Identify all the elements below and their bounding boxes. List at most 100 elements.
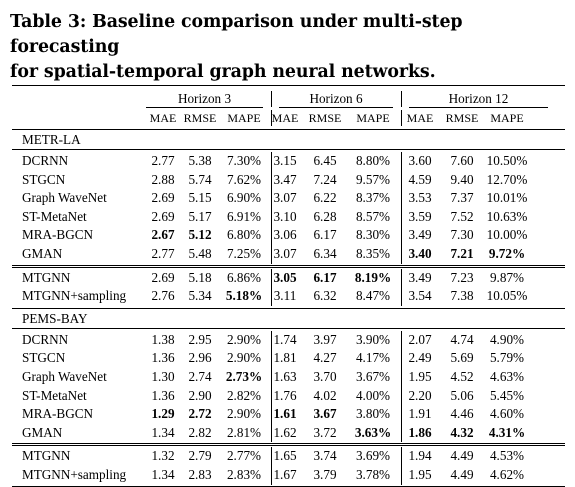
table-row: ST-MetaNet 1.36 2.90 2.82% 1.76 4.02 4.00% 2.20… <box>12 387 565 405</box>
metric-value: 7.24 <box>313 171 337 187</box>
metric-value: 2.90% <box>226 350 262 366</box>
metric-value: 3.54 <box>408 288 432 304</box>
metric-value: 6.28 <box>313 208 337 224</box>
metric-value: 1.30 <box>151 369 175 384</box>
metric-value: 4.62% <box>489 467 525 482</box>
metric-value: 8.80% <box>355 153 391 168</box>
column-separator <box>401 170 402 190</box>
metric-value: 2.76 <box>151 288 175 304</box>
column-separator <box>401 91 402 107</box>
metric-value: 10.05% <box>486 288 528 304</box>
ours-rule <box>12 266 565 268</box>
metric-value: 1.65 <box>273 448 297 464</box>
table-row: MTGNN 1.32 2.79 2.77% 1.65 3.74 3.69% 1.94 4.49 4… <box>12 447 565 465</box>
metric-value: 1.36 <box>151 387 175 403</box>
metric-value: 2.77 <box>151 153 175 168</box>
metric-value: 6.80% <box>226 227 262 243</box>
metric-value: 5.38 <box>188 153 212 168</box>
metric-value: 1.36 <box>151 350 175 366</box>
section-header-row: METR-LA <box>12 131 565 149</box>
metric-value: 3.06 <box>273 227 297 243</box>
metric-value: 1.34 <box>151 424 175 440</box>
column-separator <box>401 405 402 424</box>
metric-value: 2.96 <box>188 350 212 366</box>
metric-value: 6.32 <box>313 288 337 304</box>
column-separator <box>401 268 402 288</box>
column-separator <box>401 207 402 227</box>
model-name: MTGNN <box>22 269 71 285</box>
metric-value: 2.81% <box>226 424 262 440</box>
metric-value: 1.91 <box>408 406 432 422</box>
column-separator <box>271 466 272 485</box>
metric-value: 4.27 <box>313 350 337 366</box>
table-row: Graph WaveNet 2.69 5.15 6.90% 3.07 6.22 8.37% 3… <box>12 189 565 207</box>
metric-value: 7.52 <box>450 208 474 224</box>
metric-value: 4.53% <box>489 448 525 464</box>
model-name: DCRNN <box>22 331 69 347</box>
table-row: STGCN 2.88 5.74 7.62% 3.47 7.24 9.57% 4.59 9.40 1… <box>12 171 565 189</box>
model-name: MRA-BGCN <box>22 227 94 243</box>
table-row: GMAN 2.77 5.48 7.25% 3.07 6.34 8.35% 3.40 7.21 9.… <box>12 245 565 263</box>
metric-value: 4.32 <box>450 424 474 440</box>
column-separator <box>271 287 272 306</box>
metric-value: 2.95 <box>188 331 212 347</box>
metric-value: 5.18 <box>188 269 212 285</box>
section-name: PEMS-BAY <box>22 310 88 326</box>
metric-value: 1.32 <box>151 448 175 464</box>
model-name: ST-MetaNet <box>22 387 87 403</box>
metric-value: 8.35% <box>355 246 391 261</box>
model-name: Graph WaveNet <box>22 369 107 384</box>
model-name: GMAN <box>22 246 63 261</box>
column-separator <box>401 423 402 443</box>
metric-value: 6.22 <box>313 190 337 206</box>
model-name: MTGNN+sampling <box>22 288 127 304</box>
table-row: GMAN 1.34 2.82 2.81% 1.62 3.72 3.63% 1.86 4.32 4.… <box>12 424 565 442</box>
metric-value: 8.57% <box>355 208 391 224</box>
metric-value: 2.77% <box>226 448 262 464</box>
model-name: MTGNN+sampling <box>22 467 127 482</box>
metric-value: 5.12 <box>188 227 212 243</box>
metric-value: 9.57% <box>355 171 391 187</box>
metric-value: 3.78% <box>355 467 391 482</box>
column-separator <box>271 268 272 288</box>
metric-value: 1.61 <box>273 406 297 422</box>
metric-value: 1.81 <box>273 350 297 366</box>
metric-value: 4.74 <box>450 331 474 347</box>
metric-value: 4.60% <box>489 406 525 422</box>
section-header-rule <box>12 327 565 329</box>
metric-value: 12.70% <box>486 171 528 187</box>
table-row: DCRNN 1.38 2.95 2.90% 1.74 3.97 3.90% 2.07 4.74 4… <box>12 331 565 349</box>
metric-value: 3.97 <box>313 331 337 347</box>
metric-value: 10.63% <box>486 208 528 224</box>
metric-value: 8.37% <box>355 190 391 206</box>
column-separator <box>401 466 402 485</box>
metric-value: 3.40 <box>408 246 432 261</box>
metric-value: 5.34 <box>188 288 212 304</box>
metric-value: 8.47% <box>355 288 391 304</box>
metric-value: 6.17 <box>313 227 337 243</box>
metric-value: 4.46 <box>450 406 474 422</box>
metric-value: 3.63% <box>354 424 392 440</box>
table-row: MTGNN+sampling 1.34 2.83 2.83% 1.67 3.79 3.78%… <box>12 466 565 484</box>
metric-value: 2.90% <box>226 406 262 422</box>
horizon-label: Horizon 12 <box>448 91 509 106</box>
metric-value: 3.70 <box>313 369 337 384</box>
metric-header: MAE <box>406 111 434 125</box>
metric-header: MAPE <box>227 111 261 125</box>
horizon-underline <box>146 107 263 108</box>
metric-value: 3.05 <box>273 269 297 285</box>
column-separator <box>271 349 272 368</box>
metric-value: 7.62% <box>226 171 262 187</box>
metric-value: 3.60 <box>408 153 432 168</box>
metric-value: 3.15 <box>273 153 297 168</box>
metric-header: MAPE <box>356 111 390 125</box>
section-rule <box>12 129 565 130</box>
metric-value: 3.67% <box>355 369 391 384</box>
metric-value: 6.90% <box>226 190 262 206</box>
metric-value: 4.49 <box>450 448 474 464</box>
metric-value: 7.21 <box>450 246 474 261</box>
column-separator <box>401 368 402 387</box>
metric-value: 6.91% <box>226 208 262 224</box>
metric-value: 7.25% <box>226 246 262 261</box>
column-separator <box>401 226 402 245</box>
